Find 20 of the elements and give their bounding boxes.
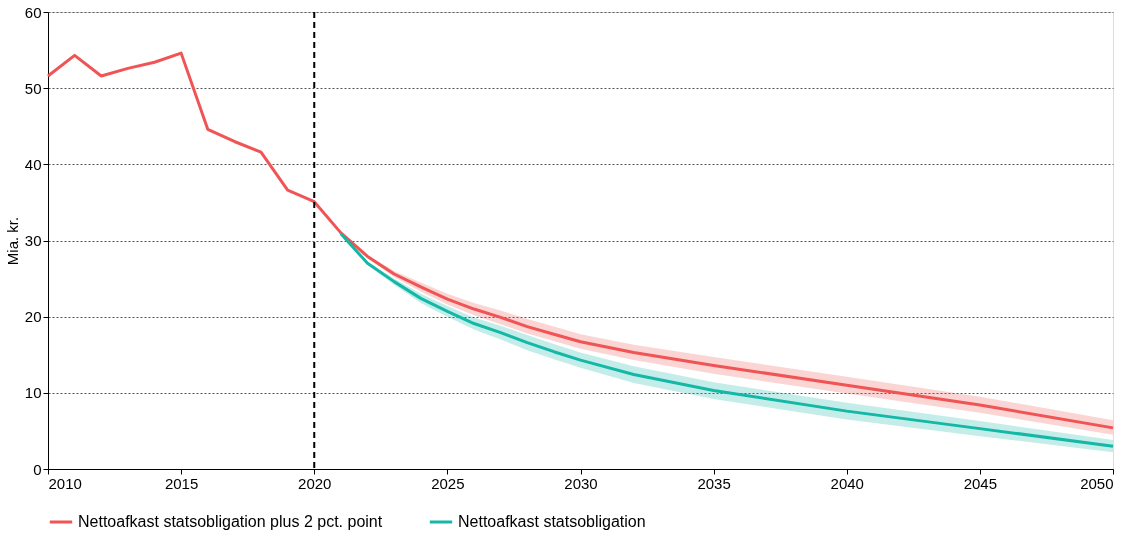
line-series [46,51,1115,430]
x-tick-label: 2015 [164,474,199,492]
y-tick-label: 0 [33,460,42,478]
y-axis-title: Mia. kr. [3,216,21,266]
y-tick-label: 20 [24,308,42,326]
legend-label: Nettoafkast statsobligation plus 2 pct. point [78,513,383,530]
y-tick-label: 30 [24,232,42,249]
x-tick-label: 2045 [963,474,998,492]
y-tick-label: 40 [24,155,42,173]
x-tick-label: 2010 [48,474,82,492]
x-tick-label: 2020 [298,474,332,492]
x-tick-label: 2035 [697,474,731,492]
x-tick-label: 2040 [830,474,864,492]
y-tick-label: 50 [24,79,42,97]
x-tick-label: 2030 [564,474,598,492]
x-tick-label: 2050 [1080,474,1114,492]
y-tick-label: 10 [24,384,42,402]
legend-label: Nettoafkast statsobligation [458,513,646,530]
x-tick-label: 2025 [431,474,465,492]
y-tick-label: 60 [24,3,42,21]
